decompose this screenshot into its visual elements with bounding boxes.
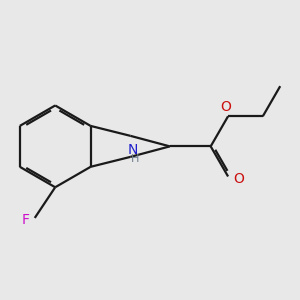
Text: F: F — [22, 213, 30, 227]
Text: O: O — [220, 100, 232, 114]
Text: H: H — [131, 154, 140, 164]
Text: N: N — [127, 142, 137, 157]
Text: O: O — [233, 172, 244, 185]
